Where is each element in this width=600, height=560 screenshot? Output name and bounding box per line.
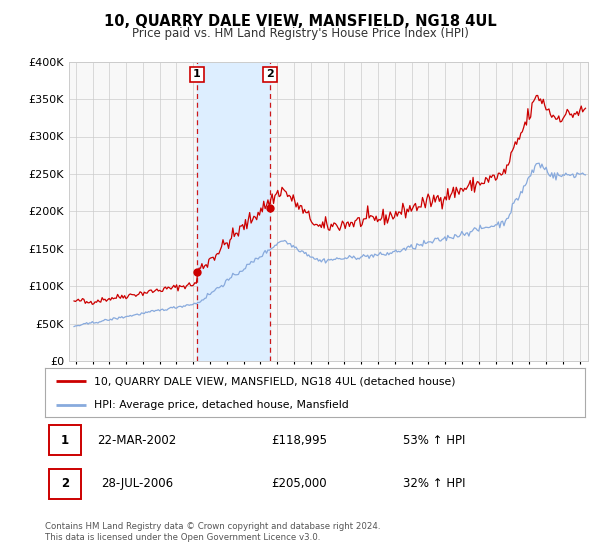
Text: Contains HM Land Registry data © Crown copyright and database right 2024.: Contains HM Land Registry data © Crown c… — [45, 522, 380, 531]
FancyBboxPatch shape — [49, 425, 80, 455]
Text: 1: 1 — [61, 433, 69, 447]
Text: 10, QUARRY DALE VIEW, MANSFIELD, NG18 4UL (detached house): 10, QUARRY DALE VIEW, MANSFIELD, NG18 4U… — [94, 376, 455, 386]
Text: £118,995: £118,995 — [271, 433, 327, 447]
Bar — [197, 62, 270, 361]
Text: 2: 2 — [61, 477, 69, 491]
Text: 1: 1 — [193, 69, 201, 80]
Text: Price paid vs. HM Land Registry's House Price Index (HPI): Price paid vs. HM Land Registry's House … — [131, 27, 469, 40]
Text: 2: 2 — [266, 69, 274, 80]
Text: 53% ↑ HPI: 53% ↑ HPI — [403, 433, 465, 447]
Text: HPI: Average price, detached house, Mansfield: HPI: Average price, detached house, Mans… — [94, 400, 349, 410]
Text: 32% ↑ HPI: 32% ↑ HPI — [403, 477, 465, 491]
Text: £205,000: £205,000 — [271, 477, 326, 491]
Text: This data is licensed under the Open Government Licence v3.0.: This data is licensed under the Open Gov… — [45, 533, 320, 542]
Text: 22-MAR-2002: 22-MAR-2002 — [97, 433, 176, 447]
Text: 10, QUARRY DALE VIEW, MANSFIELD, NG18 4UL: 10, QUARRY DALE VIEW, MANSFIELD, NG18 4U… — [104, 14, 496, 29]
FancyBboxPatch shape — [49, 469, 80, 499]
Text: 28-JUL-2006: 28-JUL-2006 — [101, 477, 173, 491]
